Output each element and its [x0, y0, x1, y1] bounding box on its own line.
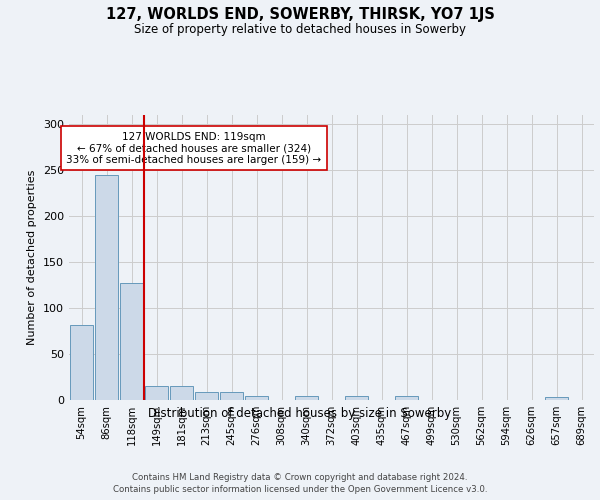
Text: Size of property relative to detached houses in Sowerby: Size of property relative to detached ho… — [134, 22, 466, 36]
Text: 127 WORLDS END: 119sqm
← 67% of detached houses are smaller (324)
33% of semi-de: 127 WORLDS END: 119sqm ← 67% of detached… — [67, 132, 322, 164]
Bar — [220, 392, 243, 400]
Bar — [120, 283, 143, 400]
Bar — [545, 397, 568, 400]
Bar — [345, 396, 368, 400]
Bar — [145, 386, 168, 400]
Text: Distribution of detached houses by size in Sowerby: Distribution of detached houses by size … — [148, 408, 452, 420]
Bar — [70, 324, 93, 400]
Bar — [395, 396, 418, 400]
Bar — [295, 396, 318, 400]
Bar — [245, 396, 268, 400]
Bar — [195, 392, 218, 400]
Text: 127, WORLDS END, SOWERBY, THIRSK, YO7 1JS: 127, WORLDS END, SOWERBY, THIRSK, YO7 1J… — [106, 8, 494, 22]
Y-axis label: Number of detached properties: Number of detached properties — [28, 170, 37, 345]
Bar — [95, 175, 118, 400]
Text: Contains HM Land Registry data © Crown copyright and database right 2024.
Contai: Contains HM Land Registry data © Crown c… — [113, 472, 487, 494]
Bar — [170, 386, 193, 400]
